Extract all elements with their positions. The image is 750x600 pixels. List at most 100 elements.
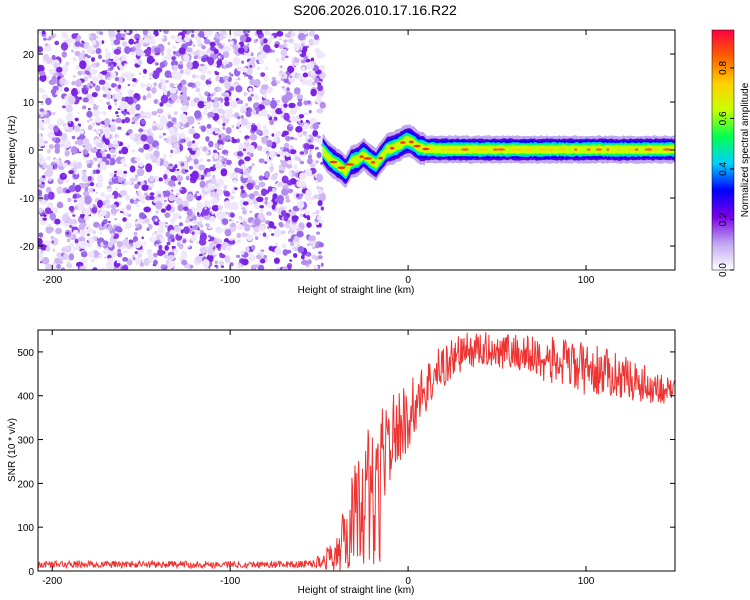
noise-blob xyxy=(121,54,127,61)
track-peak xyxy=(634,148,639,151)
noise-blob xyxy=(249,64,253,68)
noise-blob xyxy=(236,221,239,224)
x-tick-label: -100 xyxy=(220,275,240,286)
noise-blob xyxy=(174,168,182,176)
noise-blob xyxy=(221,149,229,155)
noise-blob xyxy=(185,175,190,181)
noise-blob xyxy=(44,207,52,215)
noise-blob xyxy=(193,97,200,103)
noise-blob xyxy=(171,202,175,206)
noise-blob xyxy=(169,83,175,88)
noise-blob xyxy=(230,100,238,109)
noise-blob xyxy=(242,30,247,34)
noise-blob xyxy=(120,33,126,38)
noise-blob xyxy=(65,129,69,133)
noise-blob xyxy=(242,220,247,227)
noise-blob xyxy=(167,42,171,46)
noise-blob xyxy=(273,172,279,177)
noise-blob xyxy=(315,209,320,215)
noise-blob xyxy=(102,219,108,224)
noise-blob xyxy=(74,50,81,57)
noise-blob xyxy=(39,108,45,112)
x-tick-label: -200 xyxy=(42,275,62,286)
noise-blob xyxy=(223,158,228,162)
track-peak xyxy=(445,148,452,151)
noise-blob xyxy=(261,136,268,144)
track-peak xyxy=(595,148,602,151)
noise-blob xyxy=(190,33,195,38)
noise-blob xyxy=(157,193,162,198)
noise-blob xyxy=(312,159,316,162)
track-peak xyxy=(558,148,566,151)
noise-blob xyxy=(251,163,255,167)
noise-blob xyxy=(104,48,109,52)
noise-blob xyxy=(71,80,76,86)
noise-blob xyxy=(237,223,243,231)
track-peak xyxy=(586,148,591,151)
noise-blob xyxy=(269,162,274,167)
noise-blob xyxy=(241,258,249,266)
noise-blob xyxy=(228,39,231,42)
noise-blob xyxy=(316,108,324,114)
noise-blob xyxy=(277,182,283,187)
noise-blob xyxy=(297,101,303,107)
noise-blob xyxy=(172,64,178,71)
noise-blob xyxy=(291,215,298,223)
noise-blob xyxy=(119,189,128,197)
noise-blob xyxy=(115,118,122,123)
noise-blob xyxy=(121,173,127,178)
noise-blob xyxy=(47,223,52,228)
noise-blob xyxy=(320,262,324,267)
noise-blob xyxy=(283,103,288,108)
noise-blob xyxy=(250,93,254,97)
noise-blob xyxy=(71,135,76,140)
noise-blob xyxy=(221,92,226,97)
noise-blob xyxy=(78,151,82,154)
noise-blob xyxy=(104,51,112,60)
noise-blob xyxy=(255,38,259,42)
noise-blob xyxy=(215,160,223,170)
noise-blob xyxy=(53,163,58,169)
noise-blob xyxy=(116,169,123,176)
noise-blob xyxy=(168,54,173,58)
noise-blob xyxy=(256,251,261,255)
noise-blob xyxy=(186,208,193,217)
noise-blob xyxy=(50,88,57,95)
noise-blob xyxy=(250,56,256,63)
noise-blob xyxy=(72,75,77,78)
noise-blob xyxy=(238,130,242,134)
noise-blob xyxy=(61,64,69,74)
noise-blob xyxy=(121,207,125,212)
noise-blob xyxy=(91,39,97,46)
noise-blob xyxy=(266,200,273,208)
noise-blob xyxy=(170,135,178,144)
noise-blob xyxy=(133,93,140,99)
noise-blob xyxy=(135,204,140,207)
noise-blob xyxy=(220,168,228,177)
noise-blob xyxy=(285,249,292,254)
noise-blob xyxy=(134,33,141,41)
spectrogram-noise-region xyxy=(38,30,326,270)
noise-blob xyxy=(149,192,155,196)
noise-blob xyxy=(196,212,200,215)
noise-blob xyxy=(143,37,150,44)
noise-blob xyxy=(175,82,178,86)
noise-blob xyxy=(134,121,139,125)
noise-blob xyxy=(237,47,245,54)
noise-blob xyxy=(161,51,164,56)
noise-blob xyxy=(75,35,82,41)
noise-blob xyxy=(289,259,293,262)
noise-blob xyxy=(276,30,284,37)
noise-blob xyxy=(222,126,225,130)
spectrogram-y-ticks: -20 -10 0 10 20 xyxy=(20,50,675,253)
noise-blob xyxy=(141,184,149,191)
noise-blob xyxy=(121,146,129,155)
noise-blob xyxy=(192,225,199,231)
noise-blob xyxy=(192,140,196,144)
noise-blob xyxy=(232,179,237,184)
noise-blob xyxy=(264,201,268,205)
noise-blob xyxy=(163,30,169,35)
noise-blob xyxy=(98,54,102,59)
noise-blob xyxy=(116,115,120,118)
noise-blob xyxy=(72,214,76,217)
